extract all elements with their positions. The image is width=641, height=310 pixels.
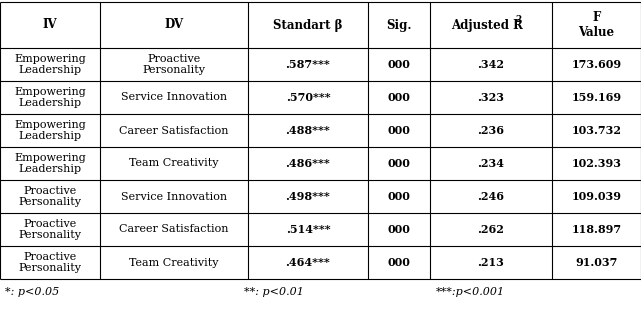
Text: .262: .262 [478, 224, 504, 235]
Text: *: p<0.05: *: p<0.05 [5, 287, 59, 297]
Text: Sig.: Sig. [387, 19, 412, 32]
Text: Career Satisfaction: Career Satisfaction [119, 126, 229, 135]
Text: Adjusted R: Adjusted R [451, 19, 523, 32]
Text: **: p<0.01: **: p<0.01 [244, 287, 303, 297]
Text: 000: 000 [388, 257, 410, 268]
Text: Team Creativity: Team Creativity [129, 158, 219, 169]
Text: Proactive
Personality: Proactive Personality [142, 54, 206, 75]
Text: 109.039: 109.039 [572, 191, 622, 202]
Text: 118.897: 118.897 [571, 224, 622, 235]
Text: Proactive
Personality: Proactive Personality [19, 252, 81, 273]
Text: .342: .342 [478, 59, 504, 70]
Text: Career Satisfaction: Career Satisfaction [119, 224, 229, 234]
Text: .246: .246 [478, 191, 504, 202]
Text: .570***: .570*** [286, 92, 330, 103]
Text: 000: 000 [388, 191, 410, 202]
Text: 159.169: 159.169 [571, 92, 622, 103]
Text: Empowering
Leadership: Empowering Leadership [14, 87, 86, 108]
Text: 000: 000 [388, 224, 410, 235]
Text: Service Innovation: Service Innovation [121, 192, 227, 202]
Text: DV: DV [165, 19, 183, 32]
Text: 000: 000 [388, 125, 410, 136]
Text: 173.609: 173.609 [571, 59, 622, 70]
Text: 103.732: 103.732 [572, 125, 622, 136]
Text: Service Innovation: Service Innovation [121, 92, 227, 103]
Text: 000: 000 [388, 158, 410, 169]
Text: Standart β: Standart β [273, 19, 343, 32]
Text: IV: IV [43, 19, 57, 32]
Text: Team Creativity: Team Creativity [129, 258, 219, 268]
Text: Empowering
Leadership: Empowering Leadership [14, 153, 86, 174]
Text: 2: 2 [516, 16, 522, 24]
Text: .234: .234 [478, 158, 504, 169]
Text: .213: .213 [478, 257, 504, 268]
Text: .464***: .464*** [286, 257, 330, 268]
Text: 000: 000 [388, 92, 410, 103]
Text: .323: .323 [478, 92, 504, 103]
Text: Empowering
Leadership: Empowering Leadership [14, 120, 86, 141]
Text: ***:p<0.001: ***:p<0.001 [436, 287, 505, 297]
Text: .488***: .488*** [286, 125, 330, 136]
Text: 91.037: 91.037 [576, 257, 618, 268]
Text: .236: .236 [478, 125, 504, 136]
Text: .498***: .498*** [286, 191, 330, 202]
Text: Proactive
Personality: Proactive Personality [19, 219, 81, 240]
Text: 102.393: 102.393 [572, 158, 622, 169]
Text: Empowering
Leadership: Empowering Leadership [14, 54, 86, 75]
Text: F
Value: F Value [578, 11, 615, 39]
Text: .486***: .486*** [286, 158, 330, 169]
Text: .587***: .587*** [286, 59, 330, 70]
Text: 000: 000 [388, 59, 410, 70]
Text: .514***: .514*** [286, 224, 330, 235]
Text: Proactive
Personality: Proactive Personality [19, 186, 81, 207]
